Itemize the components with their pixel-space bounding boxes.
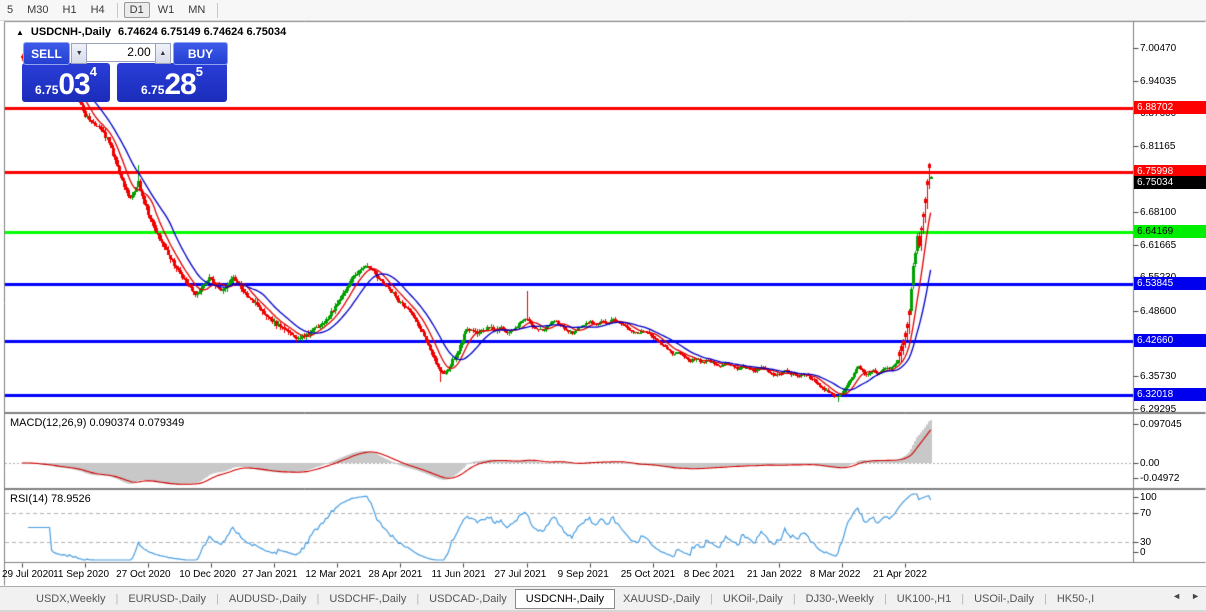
tab-separator: | [710, 592, 713, 605]
chart-title: ▲ USDCNH-,Daily 6.74624 6.75149 6.74624 … [16, 26, 286, 38]
tab-separator: | [416, 592, 420, 605]
volume-control: ▼ 2.00 ▲ [71, 43, 171, 64]
indicator-axis-label: 0 [1140, 547, 1146, 558]
symbol-period-label: USDCNH-,Daily [30, 26, 111, 38]
tab-separator: | [215, 592, 219, 605]
volume-increase-icon[interactable]: ▲ [154, 43, 171, 64]
date-axis-label: 9 Sep 2021 [557, 569, 609, 580]
date-axis-label: 29 Jul 2020 [2, 569, 54, 580]
date-axis-label: 11 Sep 2020 [53, 569, 110, 580]
price-axis-label: 6.35730 [1140, 371, 1177, 383]
timeframe-button-5[interactable]: 5 [7, 4, 14, 16]
current-price-tag: 6.75034 [1134, 176, 1206, 189]
rsi-indicator-label: RSI(14) 78.9526 [10, 493, 91, 505]
sell-button[interactable]: SELL [23, 42, 70, 65]
date-axis-label: 25 Oct 2021 [620, 569, 676, 580]
indicator-axis-label: 0.00 [1140, 458, 1160, 469]
hline-price-tag: 6.88702 [1134, 100, 1206, 114]
date-axis-label: 11 Jun 2021 [431, 569, 486, 580]
timeframe-button-w1[interactable]: W1 [157, 4, 175, 16]
indicator-axis-label: 0.097045 [1140, 419, 1182, 430]
tab-separator: | [1043, 592, 1047, 605]
price-axis-label: 6.29295 [1140, 403, 1177, 415]
one-click-trading-panel: 6.75034 6.75285 SELL BUY ▼ 2.00 ▲ [22, 42, 228, 102]
tab-separator: | [792, 592, 796, 605]
hline-price-tag: 6.75998 [1134, 165, 1206, 179]
tab-scroll-arrows: ◄ ► [1172, 591, 1200, 601]
chart-tab-ukoil-daily[interactable]: UKOil-,Daily [722, 592, 783, 605]
timeframe-button-mn[interactable]: MN [188, 4, 206, 16]
chart-tab-usoil-daily[interactable]: USOil-,Daily [974, 592, 1034, 605]
hline-price-tag: 6.42660 [1134, 334, 1206, 348]
indicator-axis-label: 70 [1140, 508, 1152, 519]
buy-price: 6.75285 [141, 64, 203, 101]
indicator-axis-label: 30 [1140, 537, 1152, 548]
buy-button[interactable]: BUY [173, 42, 228, 65]
tab-separator: | [883, 592, 887, 605]
hline-price-tag: 6.53845 [1134, 277, 1206, 291]
macd-indicator-label: MACD(12,26,9) 0.090374 0.079349 [10, 417, 185, 429]
volume-input[interactable]: 2.00 [87, 43, 155, 62]
price-axis-label: 6.94035 [1140, 75, 1177, 87]
date-axis-label: 8 Mar 2022 [809, 569, 861, 580]
date-axis-label: 21 Apr 2022 [872, 569, 927, 580]
price-axis-label: 6.48600 [1140, 306, 1177, 318]
timeframe-button-h1[interactable]: H1 [62, 4, 77, 16]
status-strip [0, 610, 1206, 612]
timeframe-toolbar: 5 M30 H1 H4 D1 W1 MN [0, 0, 1206, 21]
chart-tab-dj30-weekly[interactable]: DJ30-,Weekly [805, 592, 874, 605]
date-axis-label: 27 Jan 2021 [242, 569, 298, 580]
chart-tab-uk100-h1[interactable]: UK100-,H1 [896, 592, 952, 605]
toolbar-separator [116, 2, 118, 18]
chart-tab-usdx-weekly[interactable]: USDX,Weekly [36, 592, 106, 605]
chart-tab-usdcnh-daily[interactable]: USDCNH-,Daily [514, 588, 616, 609]
scroll-tabs-right-icon[interactable]: ► [1191, 591, 1200, 601]
tab-separator: | [316, 592, 320, 605]
chart-tab-hk50-i[interactable]: HK50-,I [1056, 592, 1095, 605]
date-axis-label: 8 Dec 2021 [683, 569, 735, 580]
date-axis-label: 27 Jul 2021 [494, 569, 547, 580]
date-axis-label: 21 Jan 2022 [746, 569, 802, 580]
price-axis-label: 6.87600 [1140, 108, 1177, 120]
chart-tab-bar: USDX,Weekly | EURUSD-,Daily | AUDUSD-,Daily |… [0, 586, 1206, 610]
indicator-axis-label: -0.04972 [1140, 473, 1180, 484]
price-axis-label: 6.81165 [1140, 140, 1176, 152]
indicator-axis-label: 100 [1140, 492, 1157, 503]
volume-decrease-icon[interactable]: ▼ [71, 43, 88, 64]
price-axis-label: 6.61665 [1140, 239, 1177, 251]
timeframe-button-m30[interactable]: M30 [27, 4, 49, 16]
chart-tab-xauusd-daily[interactable]: XAUUSD-,Daily [623, 592, 701, 605]
tab-separator: | [961, 592, 965, 605]
tab-separator: | [115, 592, 119, 605]
date-axis-label: 27 Oct 2020 [116, 569, 171, 580]
toolbar-separator [217, 2, 219, 18]
price-axis-label: 6.68100 [1140, 207, 1177, 219]
sell-price: 6.75034 [35, 64, 97, 101]
chart-tab-eurusd-daily[interactable]: EURUSD-,Daily [128, 592, 206, 605]
chart-tab-usdchf-daily[interactable]: USDCHF-,Daily [329, 592, 407, 605]
chart-tab-usdcad-daily[interactable]: USDCAD-,Daily [429, 592, 507, 605]
sell-price-box[interactable]: 6.75034 [22, 63, 110, 102]
collapse-panel-icon[interactable]: ▲ [16, 27, 24, 37]
buy-price-box[interactable]: 6.75285 [117, 63, 227, 102]
chart-tab-audusd-daily[interactable]: AUDUSD-,Daily [228, 592, 307, 605]
date-axis-label: 12 Mar 2021 [305, 569, 362, 580]
hline-price-tag: 6.32018 [1134, 388, 1206, 402]
date-axis-label: 28 Apr 2021 [368, 569, 423, 580]
timeframe-button-d1[interactable]: D1 [123, 2, 150, 18]
scroll-tabs-left-icon[interactable]: ◄ [1172, 591, 1182, 601]
date-axis-label: 10 Dec 2020 [179, 569, 236, 580]
timeframe-button-h4[interactable]: H4 [90, 4, 105, 16]
ohlc-values: 6.74624 6.75149 6.74624 6.75034 [118, 26, 287, 38]
price-axis-label: 7.00470 [1140, 43, 1177, 54]
hline-price-tag: 6.64169 [1134, 225, 1206, 239]
